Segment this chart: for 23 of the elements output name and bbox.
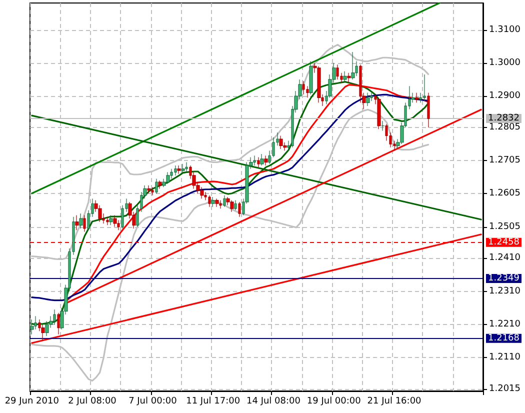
y-tick-label: 1.2110 (489, 352, 521, 363)
x-tick-label: 21 Jul 16:00 (367, 396, 422, 406)
y-tick-label: 1.3000 (489, 58, 521, 68)
y-tick-label: 1.2310 (489, 286, 521, 296)
y-tick-label: 1.2900 (489, 91, 521, 102)
y-tick-label: 1.2210 (489, 319, 521, 330)
y-tick-label: 1.2410 (489, 253, 521, 264)
y-tick-label: 1.2605 (489, 188, 520, 199)
x-tick-label: 29 Jun 2010 (4, 396, 60, 406)
x-tick-label: 14 Jul 08:00 (246, 396, 301, 406)
ref-line-label: 1.2832 (488, 114, 520, 124)
ref-line-label: 1.2458 (488, 237, 520, 248)
y-tick-label: 1.3100 (489, 24, 521, 35)
y-tick-label: 1.2015 (489, 384, 520, 394)
x-tick-label: 2 Jul 08:00 (68, 396, 117, 406)
y-tick-label: 1.2805 (489, 122, 520, 132)
x-tick-label: 19 Jul 00:00 (306, 396, 362, 406)
y-tick-label: 1.2505 (489, 222, 520, 232)
y-tick-label: 1.2705 (489, 156, 520, 166)
ref-line-label: 1.2168 (488, 333, 520, 344)
x-tick-label: 7 Jul 00:00 (128, 396, 178, 406)
x-tick-label: 11 Jul 17:00 (186, 396, 240, 406)
ref-line-label: 1.2349 (488, 273, 520, 284)
